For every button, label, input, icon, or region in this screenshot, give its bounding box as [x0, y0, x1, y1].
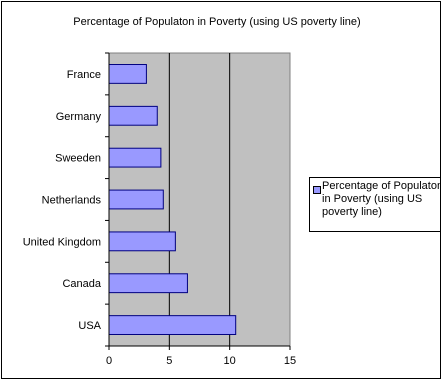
- y-tick-label-sweeden: Sweeden: [55, 153, 101, 165]
- y-tick-label-united-kingdom: United Kingdom: [23, 236, 101, 248]
- x-axis: 0 5 10 15: [106, 345, 296, 367]
- y-tick-label-netherlands: Netherlands: [42, 195, 102, 207]
- bar-usa: [108, 315, 237, 335]
- legend: Percentage of Populaton in Poverty (usin…: [309, 177, 441, 232]
- y-tick-label-canada: Canada: [62, 278, 101, 290]
- x-tick-label-10: 10: [224, 355, 236, 367]
- bar-united-kingdom: [108, 231, 176, 252]
- legend-label: Percentage of Populaton in Poverty (usin…: [322, 180, 441, 218]
- y-tick-label-germany: Germany: [56, 111, 102, 123]
- gridlines: [168, 53, 231, 346]
- x-tick-label-15: 15: [284, 355, 296, 367]
- bar-sweeden: [108, 147, 162, 168]
- legend-swatch: [313, 186, 321, 194]
- bars: [108, 64, 237, 335]
- y-axis: France Germany Sweeden Netherlands United Ki…: [23, 52, 110, 347]
- chart-title: Percentage of Populaton in Poverty (usin…: [73, 16, 360, 28]
- y-tick-label-usa: USA: [78, 320, 101, 332]
- bar-netherlands: [108, 189, 164, 210]
- x-tick-label-0: 0: [106, 355, 112, 367]
- bar-france: [108, 64, 147, 84]
- y-tick-label-france: France: [67, 69, 101, 81]
- x-tick-label-5: 5: [166, 355, 172, 367]
- bar-germany: [108, 105, 158, 126]
- bar-canada: [108, 273, 188, 294]
